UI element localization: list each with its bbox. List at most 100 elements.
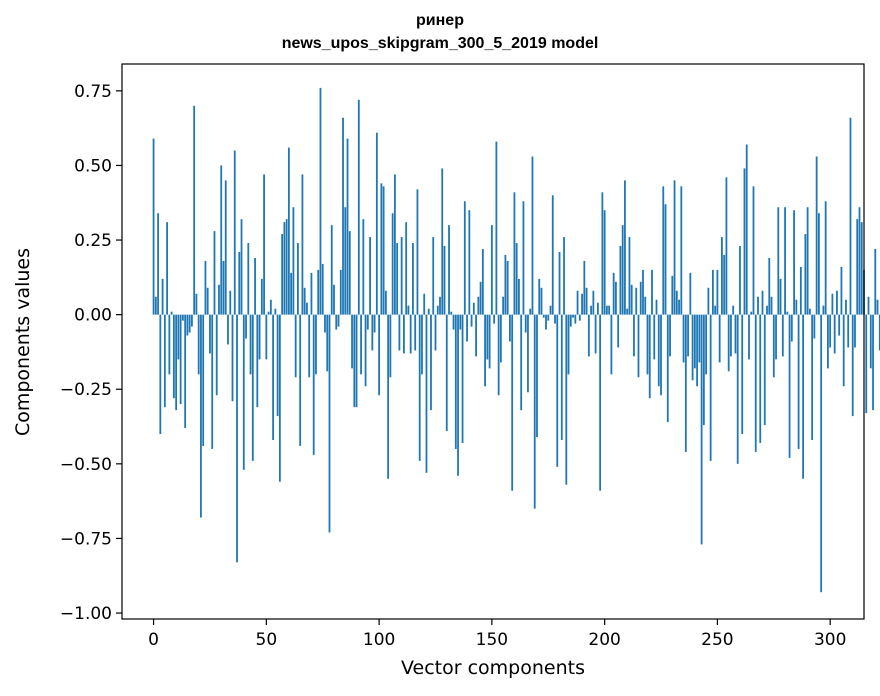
bar-290: [806, 207, 809, 315]
x-axis-label: Vector components: [401, 657, 585, 679]
bar-175: [547, 314, 550, 321]
bar-195: [592, 290, 595, 315]
bar-307: [845, 299, 847, 315]
bar-67: [303, 287, 306, 315]
bar-157: [506, 260, 509, 315]
y-tick-label: −0.25: [60, 380, 112, 400]
bar-198: [599, 314, 602, 491]
bar-306: [842, 314, 845, 387]
bar-180: [558, 251, 561, 315]
bar-72: [315, 314, 317, 375]
bar-136: [459, 314, 462, 330]
bar-80: [333, 284, 335, 315]
bar-316: [865, 314, 868, 414]
bar-160: [513, 192, 516, 315]
bar-296: [820, 314, 823, 593]
bar-193: [587, 314, 590, 357]
bar-269: [759, 314, 762, 443]
bar-285: [795, 299, 798, 315]
bar-57: [281, 234, 284, 315]
bar-166: [527, 314, 529, 393]
bar-259: [736, 314, 739, 464]
bar-84: [342, 117, 344, 315]
bar-258: [734, 314, 737, 354]
x-tick-label: 200: [588, 630, 620, 650]
bars-group: [152, 87, 880, 593]
bar-289: [804, 234, 807, 315]
bar-59: [285, 219, 288, 315]
bar-51: [267, 311, 270, 315]
bar-143: [475, 314, 477, 357]
bar-34: [229, 290, 232, 315]
bar-297: [822, 305, 825, 315]
bar-248: [711, 269, 714, 315]
bar-267: [754, 314, 757, 452]
bar-271: [763, 314, 766, 426]
bar-202: [608, 305, 611, 315]
bar-222: [653, 314, 656, 360]
bar-264: [748, 314, 750, 360]
bar-314: [860, 222, 863, 315]
bar-54: [274, 308, 277, 315]
bar-63: [294, 314, 297, 378]
plot-frame: [121, 63, 865, 620]
bar-5: [163, 314, 166, 408]
bar-155: [502, 296, 505, 315]
bar-303: [836, 290, 838, 315]
bar-131: [448, 225, 450, 315]
bar-287: [799, 266, 802, 315]
bar-53: [272, 314, 274, 440]
chart-title-line-1: ринер: [416, 12, 464, 29]
bar-114: [409, 314, 412, 354]
bar-118: [418, 314, 421, 461]
bar-23: [204, 260, 207, 315]
bar-81: [335, 314, 338, 330]
bar-85: [344, 207, 347, 315]
bar-176: [549, 305, 552, 315]
bar-185: [569, 314, 572, 327]
bar-24: [206, 287, 209, 315]
bar-70: [310, 272, 313, 315]
bar-221: [651, 269, 653, 315]
bar-300: [829, 314, 832, 348]
bar-111: [403, 314, 405, 354]
bar-273: [768, 257, 771, 315]
bar-145: [479, 281, 482, 315]
bar-173: [542, 314, 545, 318]
bar-165: [524, 314, 527, 333]
bar-39: [240, 219, 243, 315]
bar-142: [472, 302, 475, 315]
bar-50: [265, 314, 268, 360]
bar-194: [590, 305, 592, 315]
bar-203: [610, 314, 613, 375]
bar-18: [193, 105, 196, 315]
bar-186: [572, 314, 574, 318]
bar-319: [872, 314, 874, 411]
y-tick-label: −0.50: [60, 455, 112, 475]
bar-309: [849, 117, 852, 315]
bar-322: [878, 314, 880, 351]
bar-105: [389, 314, 392, 378]
bar-158: [509, 314, 511, 342]
bar-78: [328, 314, 331, 533]
bar-79: [330, 225, 333, 315]
bar-254: [725, 177, 728, 315]
bar-37: [236, 314, 238, 563]
bar-245: [705, 314, 708, 375]
bar-117: [416, 189, 419, 315]
bar-247: [709, 314, 712, 461]
x-tick-label: 300: [814, 630, 846, 650]
bar-238: [689, 272, 692, 315]
bar-274: [770, 296, 773, 315]
bar-19: [195, 293, 198, 315]
y-tick-label: 0.25: [74, 231, 112, 251]
bar-6: [166, 222, 168, 315]
bar-41: [245, 314, 247, 339]
bar-132: [450, 311, 453, 315]
x-tick-label: 100: [363, 630, 395, 650]
bar-62: [292, 207, 295, 315]
bar-52: [269, 299, 272, 315]
bar-9: [172, 314, 175, 399]
bar-135: [457, 314, 459, 476]
bar-91: [357, 99, 360, 315]
